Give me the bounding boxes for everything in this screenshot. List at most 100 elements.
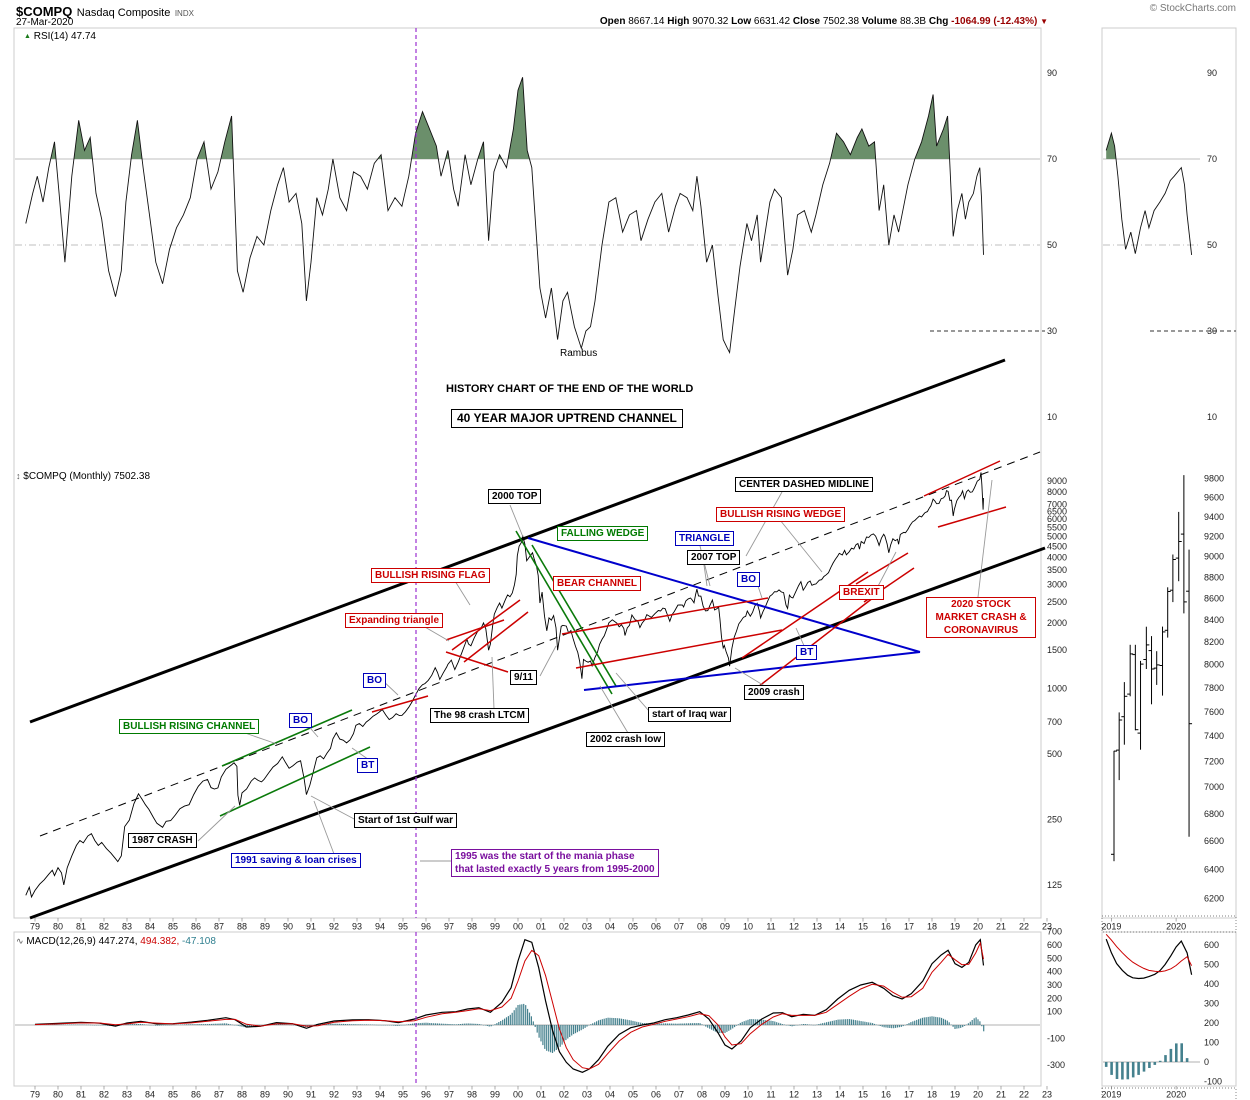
svg-text:94: 94 [375, 1090, 385, 1100]
svg-text:16: 16 [881, 1090, 891, 1100]
svg-text:83: 83 [122, 922, 132, 932]
svg-text:500: 500 [1047, 749, 1062, 759]
svg-text:08: 08 [697, 1090, 707, 1100]
svg-text:15: 15 [858, 922, 868, 932]
svg-text:21: 21 [996, 922, 1006, 932]
quote-open-label: Open [599, 16, 626, 27]
svg-text:7000: 7000 [1047, 500, 1067, 510]
svg-text:-300: -300 [1047, 1060, 1065, 1070]
svg-text:00: 00 [513, 922, 523, 932]
svg-text:13: 13 [812, 1090, 822, 1100]
macd-value: 447.274, [98, 936, 138, 947]
svg-text:21: 21 [996, 1090, 1006, 1100]
svg-text:88: 88 [237, 922, 247, 932]
svg-text:0: 0 [1204, 1057, 1209, 1067]
svg-text:400: 400 [1204, 979, 1219, 989]
svg-text:100: 100 [1204, 1038, 1219, 1048]
svg-text:81: 81 [76, 922, 86, 932]
svg-text:82: 82 [99, 922, 109, 932]
svg-text:91: 91 [306, 922, 316, 932]
svg-text:70: 70 [1207, 154, 1217, 164]
quote-bar: Open 8667.14 High 9070.32 Low 6631.42 Cl… [600, 16, 1048, 27]
svg-text:82: 82 [99, 1090, 109, 1100]
svg-text:50: 50 [1207, 240, 1217, 250]
svg-text:97: 97 [444, 1090, 454, 1100]
symbol-name: Nasdaq Composite [76, 7, 171, 19]
svg-text:09: 09 [720, 1090, 730, 1100]
svg-text:2500: 2500 [1047, 597, 1067, 607]
svg-text:70: 70 [1047, 154, 1057, 164]
svg-text:90: 90 [283, 1090, 293, 1100]
macd-hist-value: -47.108 [182, 936, 216, 947]
svg-text:9200: 9200 [1204, 532, 1224, 542]
svg-text:6200: 6200 [1204, 893, 1224, 903]
quote-low-value: 6631.42 [753, 16, 791, 27]
svg-text:85: 85 [168, 1090, 178, 1100]
rsi-legend-label: RSI(14) 47.74 [33, 31, 96, 42]
svg-text:83: 83 [122, 1090, 132, 1100]
svg-text:7400: 7400 [1204, 731, 1224, 741]
svg-text:700: 700 [1047, 927, 1062, 937]
svg-text:5000: 5000 [1047, 531, 1067, 541]
price-legend-label: $COMPQ (Monthly) 7502.38 [23, 471, 150, 482]
svg-text:06: 06 [651, 922, 661, 932]
svg-text:93: 93 [352, 1090, 362, 1100]
svg-text:04: 04 [605, 1090, 615, 1100]
svg-text:700: 700 [1047, 717, 1062, 727]
svg-text:9000: 9000 [1204, 552, 1224, 562]
quote-close-label: Close [792, 16, 821, 27]
svg-text:6000: 6000 [1047, 514, 1067, 524]
svg-text:8000: 8000 [1204, 660, 1224, 670]
svg-text:92: 92 [329, 1090, 339, 1100]
price-legend-icon: ↕ [16, 471, 21, 481]
svg-text:200: 200 [1204, 1018, 1219, 1028]
svg-text:9600: 9600 [1204, 493, 1224, 503]
svg-text:6400: 6400 [1204, 864, 1224, 874]
svg-text:22: 22 [1019, 1090, 1029, 1100]
svg-text:80: 80 [53, 922, 63, 932]
svg-text:97: 97 [444, 922, 454, 932]
quote-high-label: High [667, 16, 690, 27]
svg-text:8800: 8800 [1204, 572, 1224, 582]
svg-text:100: 100 [1047, 1007, 1062, 1017]
svg-text:8200: 8200 [1204, 637, 1224, 647]
svg-text:2019: 2019 [1101, 922, 1121, 932]
svg-text:3000: 3000 [1047, 580, 1067, 590]
svg-text:50: 50 [1047, 240, 1057, 250]
svg-text:87: 87 [214, 1090, 224, 1100]
svg-text:79: 79 [30, 1090, 40, 1100]
svg-text:18: 18 [927, 922, 937, 932]
svg-text:17: 17 [904, 1090, 914, 1100]
svg-text:30: 30 [1207, 326, 1217, 336]
svg-text:-100: -100 [1204, 1077, 1222, 1087]
svg-text:18: 18 [927, 1090, 937, 1100]
svg-text:91: 91 [306, 1090, 316, 1100]
svg-text:01: 01 [536, 922, 546, 932]
svg-text:07: 07 [674, 922, 684, 932]
quote-open-value: 8667.14 [628, 16, 665, 27]
macd-signal-value: 494.382, [140, 936, 180, 947]
svg-text:11: 11 [766, 1090, 775, 1100]
svg-text:8600: 8600 [1204, 593, 1224, 603]
svg-text:19: 19 [950, 922, 960, 932]
svg-text:2000: 2000 [1047, 618, 1067, 628]
svg-text:84: 84 [145, 1090, 155, 1100]
quote-low-label: Low [731, 16, 752, 27]
chart-date: 27-Mar-2020 [16, 17, 74, 28]
svg-text:02: 02 [559, 922, 569, 932]
svg-text:11: 11 [766, 922, 775, 932]
svg-text:19: 19 [950, 1090, 960, 1100]
svg-text:14: 14 [835, 1090, 845, 1100]
svg-text:10: 10 [743, 922, 753, 932]
svg-text:30: 30 [1047, 326, 1057, 336]
svg-text:84: 84 [145, 922, 155, 932]
svg-text:99: 99 [490, 922, 500, 932]
svg-text:95: 95 [398, 1090, 408, 1100]
svg-text:99: 99 [490, 1090, 500, 1100]
svg-text:89: 89 [260, 1090, 270, 1100]
svg-text:17: 17 [904, 922, 914, 932]
svg-text:1000: 1000 [1047, 683, 1067, 693]
svg-text:2020: 2020 [1166, 922, 1186, 932]
svg-text:86: 86 [191, 922, 201, 932]
